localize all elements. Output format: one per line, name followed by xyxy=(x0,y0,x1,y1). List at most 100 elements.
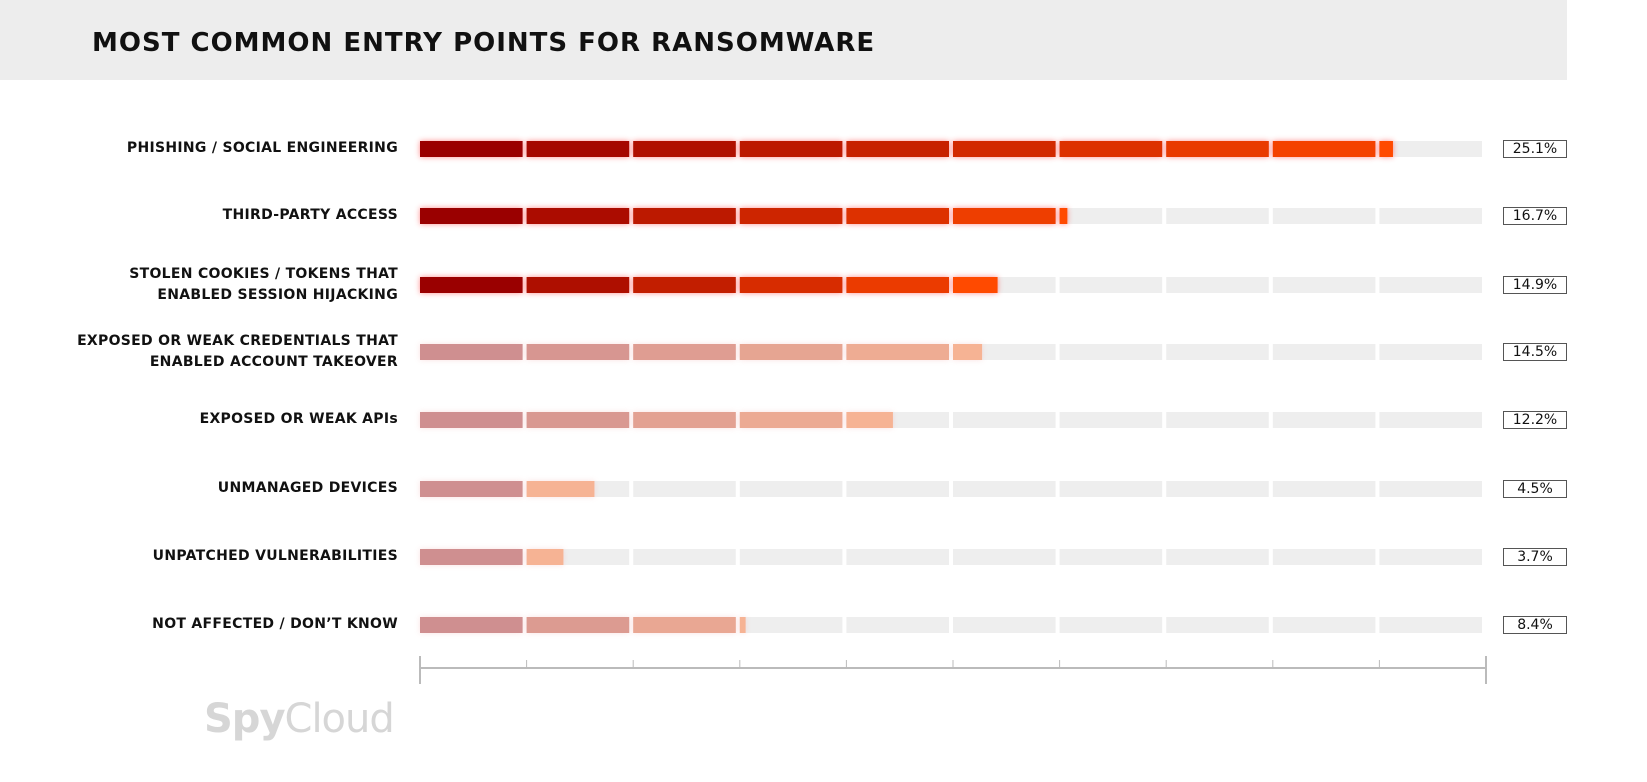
bar-track-segment xyxy=(1166,481,1269,497)
bar-segment xyxy=(739,277,843,293)
spycloud-logo: SpyCloud xyxy=(204,696,395,742)
bar-track-segment xyxy=(1379,344,1482,360)
bar-track-segment xyxy=(1166,277,1269,293)
bar-track-segment xyxy=(1166,208,1269,224)
bar-track-segment xyxy=(633,481,736,497)
bar-track-segment xyxy=(1379,141,1482,157)
value-label: 14.5% xyxy=(1503,343,1567,361)
bar-segment xyxy=(526,344,630,360)
category-label: STOLEN COOKIES / TOKENS THAT ENABLED SESS… xyxy=(129,266,398,303)
bar-track-segment xyxy=(1272,344,1376,360)
value-label: 25.1% xyxy=(1503,140,1567,158)
bar-segment xyxy=(633,277,736,293)
bar-segment xyxy=(953,344,983,360)
bar-segment xyxy=(739,208,843,224)
bar-segment xyxy=(846,344,949,360)
bar-track-segment xyxy=(1379,481,1482,497)
bar-track-segment xyxy=(1059,208,1163,224)
category-label: THIRD-PARTY ACCESS xyxy=(222,207,398,223)
bar-segment xyxy=(526,549,564,565)
bar-segment xyxy=(420,344,523,360)
bar-segment xyxy=(953,141,1056,157)
bar-track-segment xyxy=(1272,208,1376,224)
bar-segment xyxy=(526,481,595,497)
bar-track-segment xyxy=(1059,344,1163,360)
bar-track-segment xyxy=(739,549,843,565)
category-label: PHISHING / SOCIAL ENGINEERING xyxy=(126,140,398,156)
bar-segment xyxy=(633,344,736,360)
bar-segment xyxy=(420,208,523,224)
bar-segment xyxy=(1059,141,1163,157)
bar-track-segment xyxy=(1379,208,1482,224)
bar-track-segment xyxy=(846,549,949,565)
value-label: 8.4% xyxy=(1503,616,1567,634)
bar-track-segment xyxy=(1379,549,1482,565)
bar-segment xyxy=(526,617,630,633)
category-label: EXPOSED OR WEAK CREDENTIALS THAT ENABLED … xyxy=(77,333,398,370)
bar-track-segment xyxy=(1166,412,1269,428)
value-label: 12.2% xyxy=(1503,411,1567,429)
bar-segment xyxy=(526,141,630,157)
bar-segment xyxy=(420,412,523,428)
bar-track-segment xyxy=(1059,412,1163,428)
bar-track-segment xyxy=(1059,481,1163,497)
bar-track-segment xyxy=(846,481,949,497)
category-label: NOT AFFECTED / DON’T KNOW xyxy=(152,616,398,632)
bar-track-segment xyxy=(1059,617,1163,633)
category-label: EXPOSED OR WEAK APIs xyxy=(199,411,398,427)
value-label: 4.5% xyxy=(1503,480,1567,498)
bar-segment xyxy=(526,208,630,224)
bar-segment xyxy=(846,277,949,293)
bar-segment xyxy=(633,617,736,633)
bar-track-segment xyxy=(1166,549,1269,565)
bar-track-segment xyxy=(1059,277,1163,293)
value-label: 16.7% xyxy=(1503,207,1567,225)
bar-track-segment xyxy=(1379,617,1482,633)
bar-segment xyxy=(846,141,949,157)
bar-segment xyxy=(846,208,949,224)
bar-track-segment xyxy=(953,481,1056,497)
bar-segment xyxy=(739,412,843,428)
bar-segment xyxy=(953,208,1056,224)
bar-track-segment xyxy=(1272,617,1376,633)
bar-segment xyxy=(846,412,893,428)
bar-track-segment xyxy=(1166,344,1269,360)
bar-track-segment xyxy=(1272,277,1376,293)
bar-segment xyxy=(1059,208,1068,224)
chart-title: MOST COMMON ENTRY POINTS FOR RANSOMWARE xyxy=(92,28,876,58)
value-label: 3.7% xyxy=(1503,548,1567,566)
bar-track-segment xyxy=(953,617,1056,633)
bar-segment xyxy=(526,412,630,428)
bar-segment xyxy=(633,208,736,224)
value-label: 14.9% xyxy=(1503,276,1567,294)
bar-segment xyxy=(420,481,523,497)
bar-track-segment xyxy=(953,549,1056,565)
header-band xyxy=(0,0,1567,80)
bar-segment xyxy=(1379,141,1393,157)
bar-track-segment xyxy=(739,481,843,497)
bar-segment xyxy=(420,141,523,157)
bar-segment xyxy=(739,617,746,633)
bar-track-segment xyxy=(1379,412,1482,428)
bar-track-segment xyxy=(1272,412,1376,428)
bar-track-segment xyxy=(846,617,949,633)
bar-segment xyxy=(420,617,523,633)
bar-track-segment xyxy=(953,412,1056,428)
bar-track-segment xyxy=(633,549,736,565)
bar-track-segment xyxy=(1059,549,1163,565)
bar-segment xyxy=(526,277,630,293)
bar-segment xyxy=(1166,141,1269,157)
bar-segment xyxy=(633,141,736,157)
bar-track-segment xyxy=(1166,617,1269,633)
bar-track-segment xyxy=(1272,481,1376,497)
bar-track-segment xyxy=(1379,277,1482,293)
bar-segment xyxy=(633,412,736,428)
bar-segment xyxy=(739,141,843,157)
bar-track-segment xyxy=(739,617,843,633)
bar-segment xyxy=(420,277,523,293)
bar-segment xyxy=(739,344,843,360)
bar-segment xyxy=(1272,141,1376,157)
category-label: UNPATCHED VULNERABILITIES xyxy=(152,548,398,564)
bar-segment xyxy=(953,277,998,293)
